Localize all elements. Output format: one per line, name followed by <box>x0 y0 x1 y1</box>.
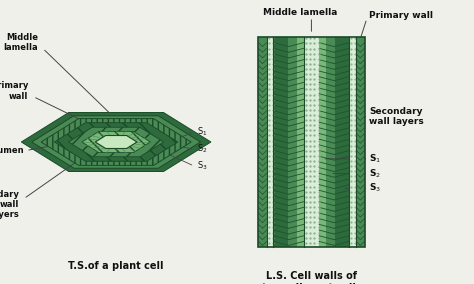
Text: S$_1$: S$_1$ <box>369 153 381 165</box>
Text: S$_2$: S$_2$ <box>369 167 381 180</box>
Polygon shape <box>55 123 178 161</box>
Bar <box>356 37 365 247</box>
Polygon shape <box>82 131 150 153</box>
Polygon shape <box>69 127 164 157</box>
Bar <box>258 37 365 247</box>
Bar <box>258 37 267 247</box>
Bar <box>304 37 319 247</box>
Bar <box>326 37 335 247</box>
Polygon shape <box>95 135 137 149</box>
Polygon shape <box>55 123 178 161</box>
Polygon shape <box>95 135 137 149</box>
Text: S$_3$: S$_3$ <box>369 182 381 195</box>
Polygon shape <box>69 127 164 157</box>
Polygon shape <box>82 131 150 153</box>
Polygon shape <box>82 131 150 153</box>
Bar <box>356 37 365 247</box>
Text: S$_1$: S$_1$ <box>197 126 207 138</box>
Bar <box>349 37 356 247</box>
Bar <box>349 37 356 247</box>
Bar <box>273 37 288 247</box>
Polygon shape <box>41 119 191 165</box>
Polygon shape <box>21 112 211 172</box>
Polygon shape <box>55 123 178 161</box>
Polygon shape <box>69 127 164 157</box>
Text: S$_3$: S$_3$ <box>197 160 208 172</box>
Text: L.S. Cell walls of
two adjacent cells: L.S. Cell walls of two adjacent cells <box>262 271 361 284</box>
Polygon shape <box>55 123 178 161</box>
Bar <box>304 37 319 247</box>
Text: Primary wall: Primary wall <box>369 11 433 20</box>
Polygon shape <box>69 127 164 157</box>
Text: Lumen: Lumen <box>0 146 24 155</box>
Polygon shape <box>82 131 150 153</box>
Text: T.S.of a plant cell: T.S.of a plant cell <box>68 260 164 271</box>
Bar <box>297 37 304 247</box>
Text: Middle
lamella: Middle lamella <box>3 33 38 52</box>
Polygon shape <box>41 119 191 165</box>
Bar <box>335 37 349 247</box>
Bar <box>258 37 267 247</box>
Bar <box>288 37 297 247</box>
Bar <box>267 37 273 247</box>
Bar <box>319 37 326 247</box>
Polygon shape <box>95 135 137 149</box>
Polygon shape <box>32 116 201 168</box>
Polygon shape <box>95 135 137 149</box>
Polygon shape <box>55 123 178 161</box>
Polygon shape <box>69 127 164 157</box>
Text: Middle lamella: Middle lamella <box>263 8 337 17</box>
Text: Secondary
wall
layers: Secondary wall layers <box>0 190 19 219</box>
Polygon shape <box>95 135 137 149</box>
Text: S$_2$: S$_2$ <box>197 143 207 155</box>
Text: Secondary
wall layers: Secondary wall layers <box>369 107 424 126</box>
Polygon shape <box>82 131 150 153</box>
Bar <box>267 37 273 247</box>
Text: Primary
wall: Primary wall <box>0 81 28 101</box>
